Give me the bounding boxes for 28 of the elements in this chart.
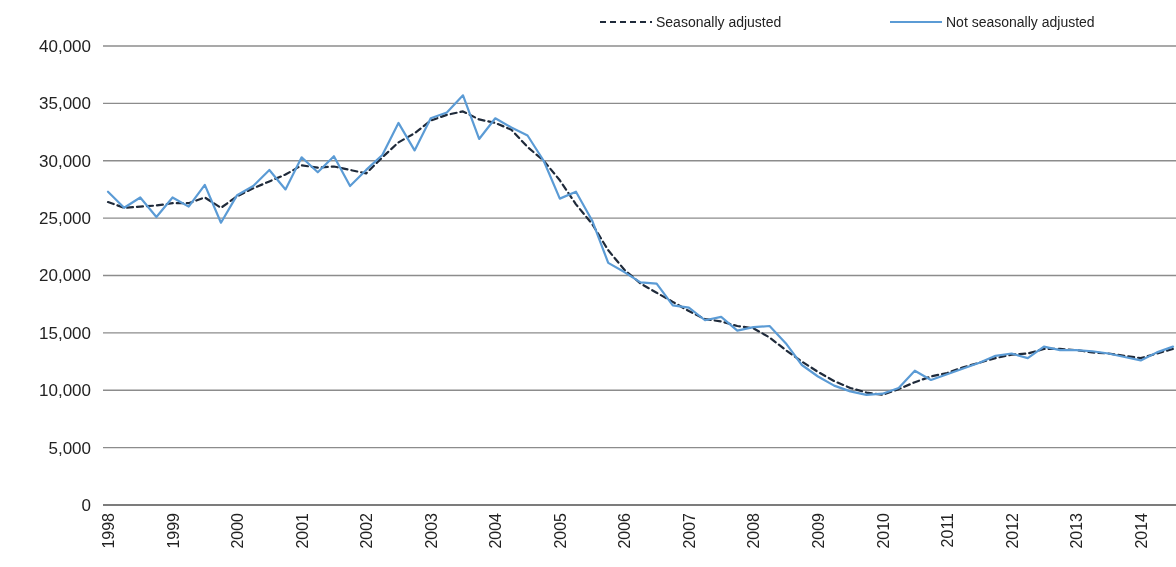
y-tick-label: 25,000 <box>39 209 91 229</box>
x-tick-label: 2001 <box>293 512 311 549</box>
y-tick-label: 15,000 <box>39 323 91 343</box>
x-tick-label: 2006 <box>616 512 634 549</box>
x-tick-label: 2013 <box>1068 512 1086 549</box>
x-tick-label: 2011 <box>939 512 957 548</box>
y-tick-label: 5,000 <box>48 438 91 458</box>
x-tick-label: 2005 <box>551 512 569 549</box>
y-tick-label: 20,000 <box>39 266 91 286</box>
legend-label: Not seasonally adjusted <box>946 13 1095 30</box>
legend-label: Seasonally adjusted <box>656 13 782 30</box>
y-tick-label: 10,000 <box>39 381 91 401</box>
y-tick-label: 40,000 <box>39 36 91 56</box>
x-tick-label: 2010 <box>874 512 892 549</box>
y-tick-label: 0 <box>81 495 91 515</box>
x-tick-label: 2008 <box>745 512 763 549</box>
x-tick-label: 1999 <box>164 512 182 549</box>
x-tick-label: 2007 <box>680 512 698 549</box>
x-tick-label: 2003 <box>422 512 440 549</box>
x-tick-label: 2009 <box>810 512 827 549</box>
x-tick-label: 2014 <box>1132 512 1150 549</box>
x-tick-label: 2000 <box>229 512 247 549</box>
x-tick-label: 1998 <box>100 512 117 549</box>
x-tick-label: 2002 <box>358 512 376 549</box>
x-tick-label: 2004 <box>487 512 505 549</box>
y-tick-label: 30,000 <box>39 151 91 171</box>
y-tick-label: 35,000 <box>39 94 91 114</box>
x-tick-label: 2012 <box>1003 512 1021 549</box>
